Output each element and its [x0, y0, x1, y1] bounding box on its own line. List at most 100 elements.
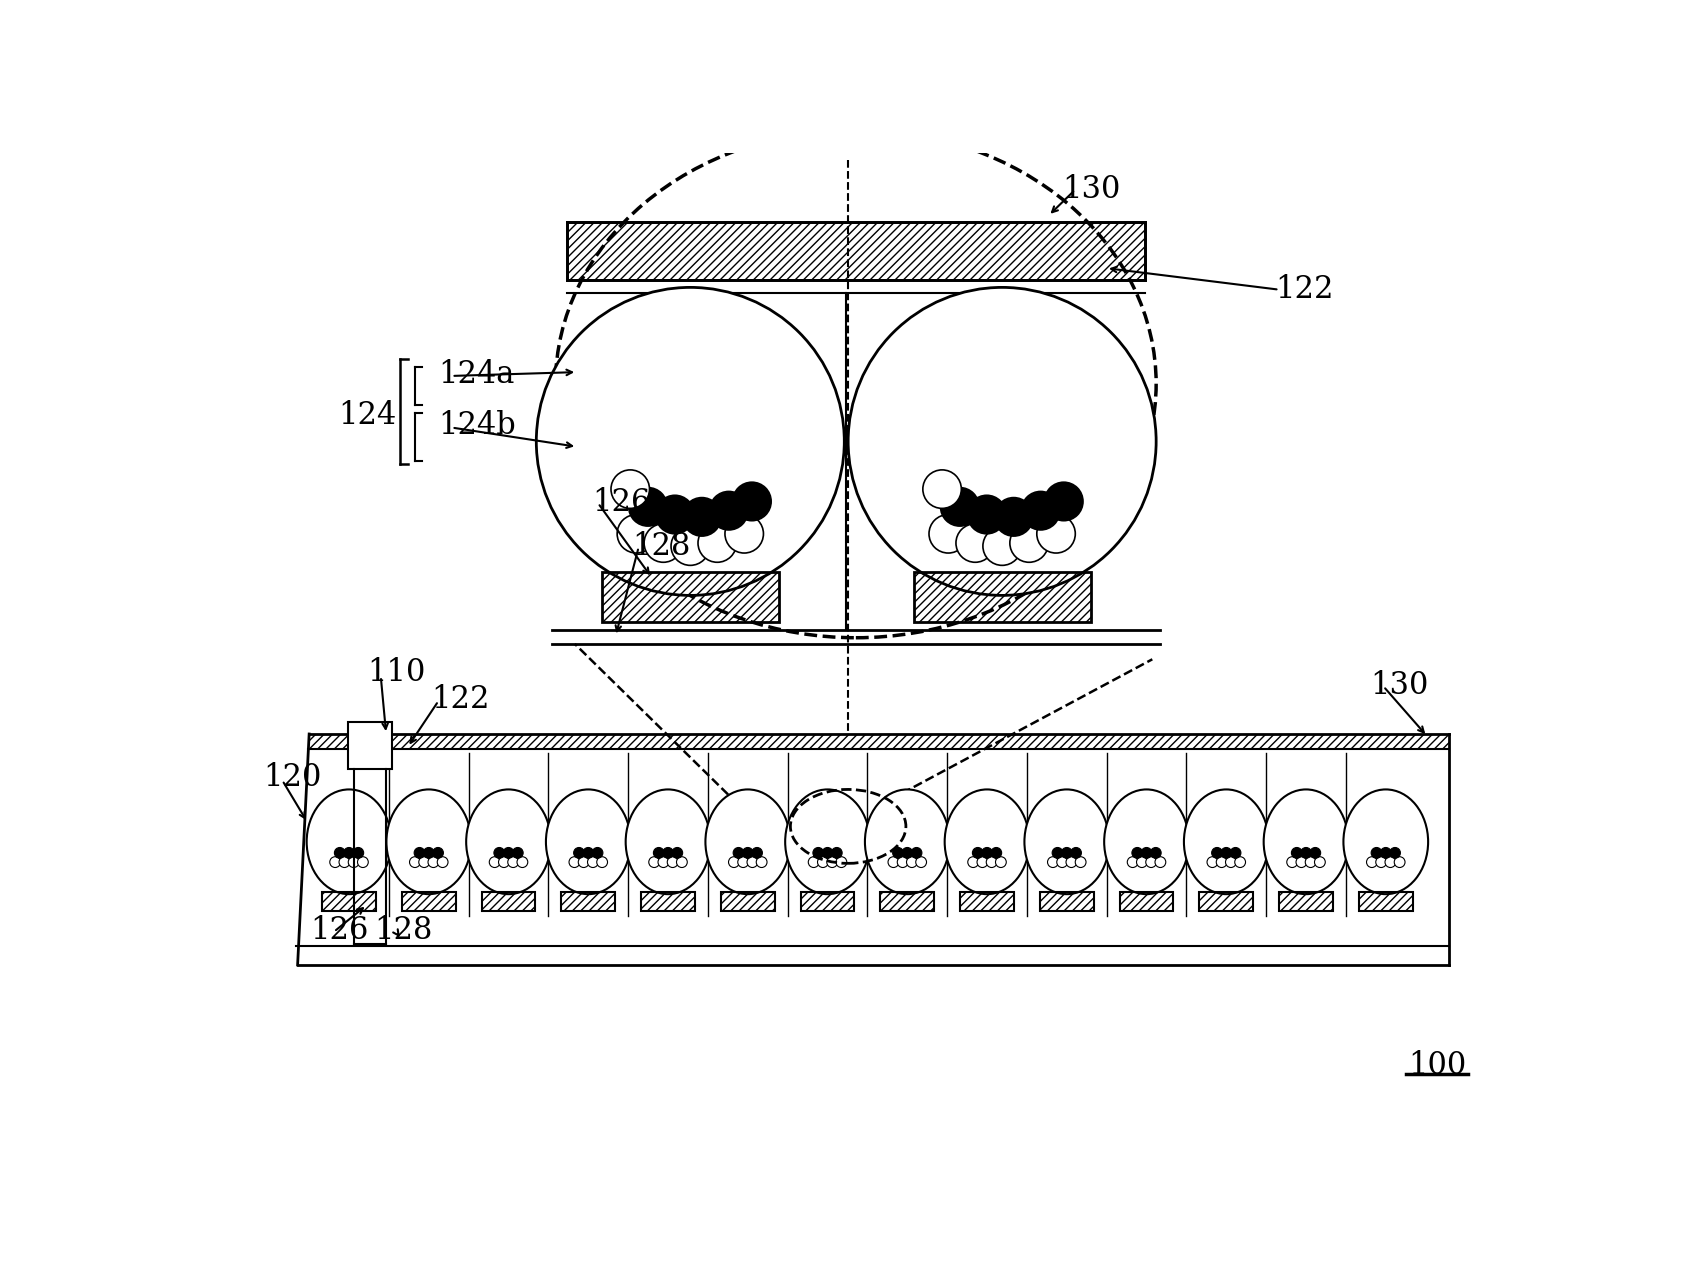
- Ellipse shape: [785, 790, 870, 894]
- Circle shape: [911, 847, 921, 859]
- Circle shape: [1394, 857, 1404, 868]
- Text: 100: 100: [1409, 1049, 1467, 1081]
- Bar: [561, 892, 615, 911]
- Circle shape: [709, 491, 748, 530]
- Circle shape: [656, 495, 694, 534]
- Text: 126: 126: [311, 915, 369, 946]
- Bar: [401, 892, 456, 911]
- Circle shape: [668, 857, 678, 868]
- Circle shape: [831, 847, 842, 859]
- Circle shape: [977, 857, 988, 868]
- Bar: [1278, 892, 1333, 911]
- Circle shape: [1311, 847, 1321, 859]
- Circle shape: [733, 482, 772, 520]
- Circle shape: [1137, 857, 1148, 868]
- Circle shape: [836, 857, 847, 868]
- Circle shape: [517, 857, 527, 868]
- Circle shape: [410, 857, 420, 868]
- Bar: [721, 892, 775, 911]
- Circle shape: [617, 515, 656, 553]
- Circle shape: [813, 847, 824, 859]
- Circle shape: [357, 857, 369, 868]
- Circle shape: [1314, 857, 1326, 868]
- Circle shape: [1057, 857, 1068, 868]
- Text: 124a: 124a: [439, 359, 515, 391]
- Circle shape: [343, 847, 354, 859]
- Circle shape: [967, 495, 1006, 534]
- Circle shape: [1306, 857, 1316, 868]
- Circle shape: [432, 847, 444, 859]
- Text: 130: 130: [1370, 670, 1428, 701]
- Circle shape: [1151, 847, 1161, 859]
- Ellipse shape: [1343, 790, 1428, 894]
- Circle shape: [1207, 857, 1217, 868]
- Circle shape: [823, 847, 833, 859]
- Bar: [602, 572, 779, 622]
- Bar: [347, 722, 393, 768]
- Circle shape: [1022, 491, 1059, 530]
- Circle shape: [1386, 857, 1396, 868]
- Text: 122: 122: [430, 684, 490, 715]
- Circle shape: [1367, 857, 1377, 868]
- Circle shape: [1226, 857, 1236, 868]
- Circle shape: [1071, 847, 1081, 859]
- Circle shape: [588, 857, 598, 868]
- Circle shape: [583, 847, 593, 859]
- Ellipse shape: [1025, 790, 1108, 894]
- Circle shape: [348, 857, 359, 868]
- Circle shape: [490, 857, 500, 868]
- Circle shape: [1287, 857, 1297, 868]
- Circle shape: [418, 857, 430, 868]
- Circle shape: [1141, 847, 1153, 859]
- Bar: [801, 892, 855, 911]
- Ellipse shape: [306, 790, 391, 894]
- Circle shape: [610, 469, 649, 509]
- Circle shape: [724, 515, 763, 553]
- Circle shape: [1037, 515, 1076, 553]
- Circle shape: [991, 847, 1001, 859]
- Ellipse shape: [945, 790, 1030, 894]
- Bar: [321, 892, 376, 911]
- Circle shape: [1372, 847, 1382, 859]
- Circle shape: [972, 847, 983, 859]
- Circle shape: [677, 857, 687, 868]
- Circle shape: [1295, 857, 1307, 868]
- Circle shape: [743, 847, 753, 859]
- Circle shape: [906, 857, 918, 868]
- Circle shape: [644, 524, 683, 562]
- Circle shape: [1292, 847, 1302, 859]
- Circle shape: [1044, 482, 1083, 520]
- Circle shape: [1212, 847, 1222, 859]
- Bar: [309, 734, 1448, 749]
- Circle shape: [892, 847, 903, 859]
- Circle shape: [1231, 847, 1241, 859]
- Circle shape: [996, 857, 1006, 868]
- Circle shape: [751, 847, 762, 859]
- Circle shape: [887, 857, 899, 868]
- Circle shape: [1375, 857, 1387, 868]
- Circle shape: [1132, 847, 1142, 859]
- Circle shape: [1380, 847, 1391, 859]
- Circle shape: [330, 857, 340, 868]
- Circle shape: [1146, 857, 1156, 868]
- Circle shape: [512, 847, 524, 859]
- Circle shape: [1010, 524, 1049, 562]
- Circle shape: [629, 487, 666, 527]
- Circle shape: [1061, 847, 1073, 859]
- Circle shape: [808, 857, 819, 868]
- Circle shape: [658, 857, 668, 868]
- Circle shape: [967, 857, 979, 868]
- Circle shape: [898, 857, 908, 868]
- Circle shape: [663, 847, 673, 859]
- Circle shape: [570, 857, 580, 868]
- Bar: [481, 892, 536, 911]
- Circle shape: [415, 847, 425, 859]
- Ellipse shape: [865, 790, 950, 894]
- Circle shape: [578, 857, 588, 868]
- Bar: [1120, 892, 1173, 911]
- Circle shape: [746, 857, 758, 868]
- Ellipse shape: [556, 130, 1156, 637]
- Circle shape: [1047, 857, 1059, 868]
- Circle shape: [1154, 857, 1166, 868]
- Circle shape: [503, 847, 513, 859]
